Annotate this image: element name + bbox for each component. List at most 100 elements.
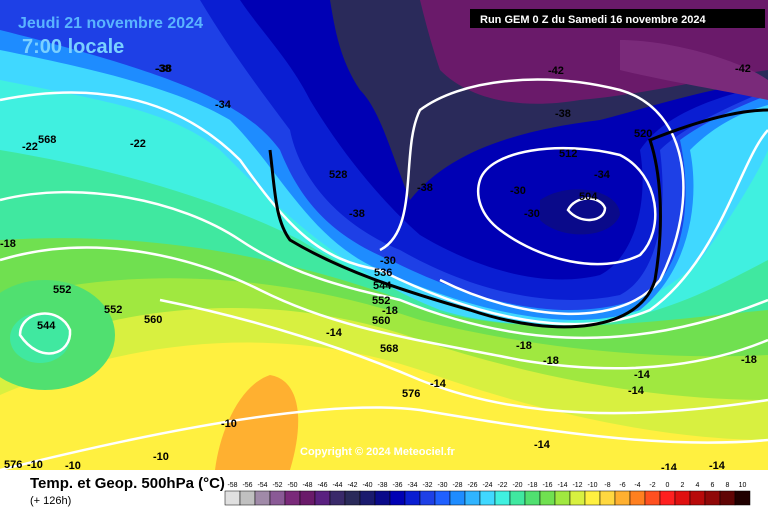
- legend-swatch: [359, 490, 376, 506]
- legend-swatch: [464, 490, 481, 506]
- map-label: -14: [326, 327, 343, 339]
- map-label: -34: [215, 99, 232, 111]
- legend-label: -58: [227, 482, 237, 489]
- legend-swatch: [614, 490, 631, 506]
- map-label: -30: [524, 208, 540, 220]
- legend-label: -10: [587, 482, 597, 489]
- legend-label: -54: [257, 482, 267, 489]
- map-label: 544: [373, 280, 392, 292]
- map-label: -42: [548, 65, 564, 77]
- legend-label: -56: [242, 482, 252, 489]
- map-label: -14: [628, 385, 645, 397]
- map-label: -34: [594, 169, 611, 181]
- map-label: -14: [634, 369, 651, 381]
- legend-swatch: [344, 490, 361, 506]
- legend-swatch: [629, 490, 646, 506]
- map-label: -18: [543, 355, 559, 367]
- run-info: Run GEM 0 Z du Samedi 16 novembre 2024: [480, 14, 706, 26]
- footer-lead: (+ 126h): [30, 495, 71, 507]
- legend-label: -6: [619, 482, 625, 489]
- map-label: -18: [0, 238, 16, 250]
- map-label: 512: [559, 148, 577, 160]
- legend-swatch: [449, 490, 466, 506]
- copyright: Copyright © 2024 Meteociel.fr: [300, 446, 456, 458]
- legend-label: -36: [392, 482, 402, 489]
- map-label: -10: [221, 418, 237, 430]
- legend-label: 6: [711, 482, 715, 489]
- legend-swatch: [554, 490, 571, 506]
- legend-label: -8: [604, 482, 610, 489]
- forecast-time: 7:00 locale: [22, 36, 124, 58]
- legend-label: -48: [302, 482, 312, 489]
- map-label: -22: [130, 138, 146, 150]
- legend-label: -34: [407, 482, 417, 489]
- map-label: -38: [155, 63, 171, 75]
- map-label: -10: [153, 451, 169, 463]
- legend-swatch: [704, 490, 721, 506]
- legend-swatch: [314, 490, 331, 506]
- map-label: 560: [144, 314, 162, 326]
- map-label: -18: [741, 354, 757, 366]
- legend-label: -4: [634, 482, 640, 489]
- legend-label: -30: [437, 482, 447, 489]
- legend-swatch: [419, 490, 436, 506]
- map-label: -38: [349, 208, 365, 220]
- legend-swatch: [269, 490, 286, 506]
- legend: -58 -56 -54 -52 -50 -48 -46 -44 -42 -40 -38 -36 -34-…: [224, 482, 751, 506]
- legend-label: -38: [377, 482, 387, 489]
- legend-swatch: [254, 490, 271, 506]
- legend-swatch: [389, 490, 406, 506]
- map-label: -38: [156, 63, 172, 75]
- legend-label: 0: [666, 482, 670, 489]
- contours: [0, 78, 768, 472]
- legend-label: -40: [362, 482, 372, 489]
- footer-title: Temp. et Geop. 500hPa (°C): [30, 475, 225, 492]
- map-label: 552: [53, 284, 71, 296]
- legend-swatch: [674, 490, 691, 506]
- legend-swatch: [599, 490, 616, 506]
- forecast-date: Jeudi 21 novembre 2024: [18, 15, 203, 32]
- legend-swatch: [239, 490, 256, 506]
- legend-label: -22: [497, 482, 507, 489]
- legend-label: -18: [527, 482, 537, 489]
- legend-label: -28: [452, 482, 462, 489]
- legend-label: 4: [696, 482, 700, 489]
- legend-label: 8: [726, 482, 730, 489]
- legend-label: -50: [287, 482, 297, 489]
- map-label: 536: [374, 267, 392, 279]
- legend-swatch: [494, 490, 511, 506]
- legend-swatch: [644, 490, 661, 506]
- map-label: -30: [380, 255, 396, 267]
- map-label: 504: [579, 191, 598, 203]
- map-label: -42: [735, 63, 751, 75]
- map-label: -14: [534, 439, 551, 451]
- legend-swatch: [569, 490, 586, 506]
- legend-label: 10: [739, 482, 747, 489]
- map-label: -10: [65, 460, 81, 472]
- map-label: -10: [27, 459, 43, 471]
- legend-swatch: [539, 490, 556, 506]
- map-label: 568: [380, 343, 398, 355]
- map-label: 552: [372, 295, 390, 307]
- legend-label: -52: [272, 482, 282, 489]
- legend-swatch: [659, 490, 676, 506]
- map-label: 560: [372, 315, 390, 327]
- run-box: [470, 9, 765, 28]
- legend-swatch: [224, 490, 241, 506]
- legend-label: -44: [332, 482, 342, 489]
- map-label: 568: [38, 134, 56, 146]
- map-label: -18: [516, 340, 532, 352]
- map-background: [0, 0, 768, 470]
- legend-swatch: [434, 490, 451, 506]
- legend-label: -46: [317, 482, 327, 489]
- map-label: -38: [417, 182, 433, 194]
- map-label: -14: [709, 460, 726, 472]
- legend-label: -26: [467, 482, 477, 489]
- map-label: 552: [104, 304, 122, 316]
- legend-swatch: [719, 490, 736, 506]
- legend-swatch: [689, 490, 706, 506]
- map-label: 544: [37, 320, 56, 332]
- legend-swatch: [299, 490, 316, 506]
- legend-swatch: [584, 490, 601, 506]
